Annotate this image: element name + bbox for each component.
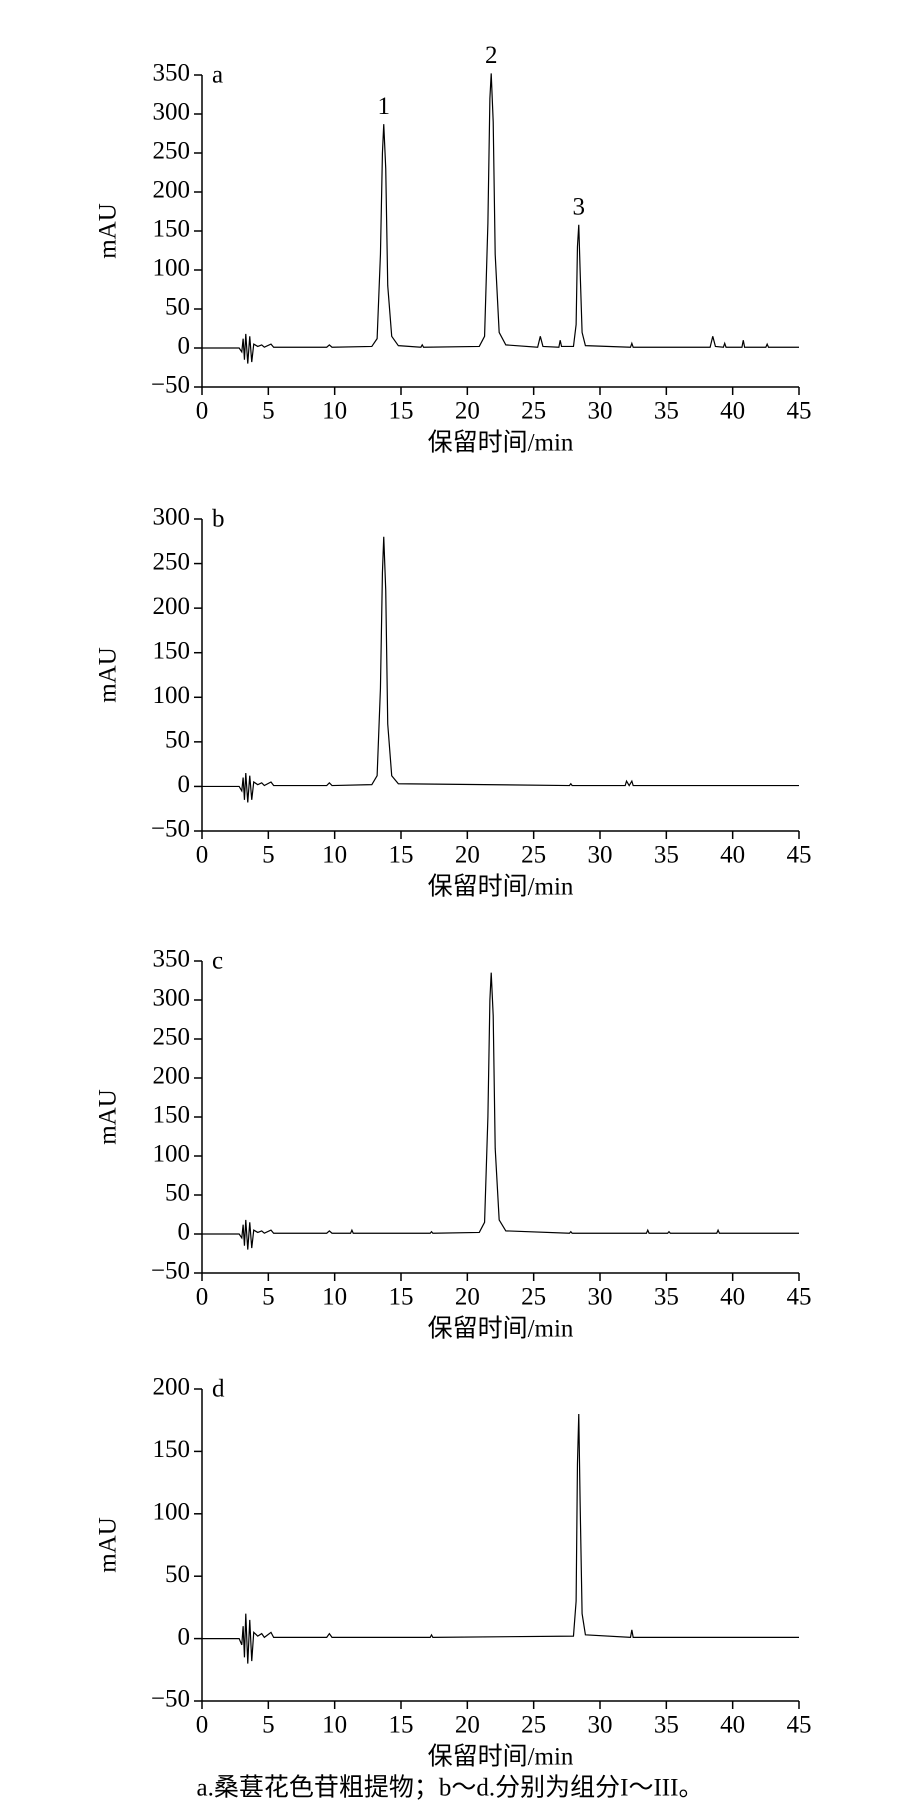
y-tick-label: 200: [153, 1063, 191, 1090]
y-tick-label: 50: [165, 727, 190, 754]
y-tick-label: 150: [153, 1436, 191, 1463]
panel-label: c: [212, 948, 223, 975]
x-tick-label: 25: [521, 1284, 546, 1311]
y-tick-label: 0: [178, 1219, 191, 1246]
y-tick-label: −50: [151, 1258, 190, 1285]
y-tick-label: 300: [153, 504, 191, 531]
chromatogram-line: [202, 1413, 799, 1664]
x-tick-label: 30: [588, 398, 613, 425]
y-tick-label: 0: [178, 333, 191, 360]
y-tick-label: 300: [153, 99, 191, 126]
peak-label: 2: [485, 42, 498, 69]
x-tick-label: 35: [654, 398, 679, 425]
x-tick-label: 35: [654, 842, 679, 869]
y-tick-label: 0: [178, 1623, 191, 1650]
y-tick-label: 100: [153, 1141, 191, 1168]
chromatogram-line: [202, 972, 799, 1250]
y-tick-label: 350: [153, 60, 191, 87]
x-tick-label: 0: [196, 1712, 209, 1739]
x-tick-label: 30: [588, 1712, 613, 1739]
y-tick-label: 350: [153, 946, 191, 973]
x-axis-label: 保留时间/min: [428, 429, 574, 457]
x-tick-label: 10: [322, 1712, 347, 1739]
x-axis-label: 保留时间/min: [428, 1315, 574, 1343]
x-tick-label: 15: [389, 1712, 414, 1739]
x-tick-label: 45: [787, 1284, 812, 1311]
y-tick-label: 200: [153, 177, 191, 204]
x-tick-label: 35: [654, 1284, 679, 1311]
x-tick-label: 10: [322, 398, 347, 425]
y-tick-label: 100: [153, 682, 191, 709]
y-tick-label: 200: [153, 1374, 191, 1401]
x-tick-label: 45: [787, 1712, 812, 1739]
y-tick-label: 100: [153, 255, 191, 282]
x-axis-label: 保留时间/min: [428, 873, 574, 901]
y-tick-label: −50: [151, 372, 190, 399]
x-tick-label: 40: [720, 398, 745, 425]
peak-label: 1: [378, 93, 391, 120]
y-tick-label: 0: [178, 771, 191, 798]
x-tick-label: 15: [389, 1284, 414, 1311]
x-tick-label: 25: [521, 1712, 546, 1739]
y-tick-label: 100: [153, 1499, 191, 1526]
y-tick-label: −50: [151, 816, 190, 843]
x-tick-label: 5: [262, 1712, 275, 1739]
y-axis-label: mAU: [95, 203, 122, 259]
y-tick-label: 150: [153, 216, 191, 243]
x-tick-label: 5: [262, 842, 275, 869]
x-tick-label: 35: [654, 1712, 679, 1739]
x-tick-label: 0: [196, 398, 209, 425]
x-tick-label: 10: [322, 1284, 347, 1311]
x-tick-label: 25: [521, 842, 546, 869]
x-tick-label: 40: [720, 842, 745, 869]
x-tick-label: 10: [322, 842, 347, 869]
x-tick-label: 30: [588, 1284, 613, 1311]
x-tick-label: 40: [720, 1712, 745, 1739]
y-axis-label: mAU: [95, 1517, 122, 1573]
chromatogram-line: [202, 73, 799, 364]
x-tick-label: 15: [389, 398, 414, 425]
y-tick-label: 200: [153, 593, 191, 620]
x-tick-label: 15: [389, 842, 414, 869]
x-tick-label: 25: [521, 398, 546, 425]
panel-label: d: [212, 1376, 225, 1403]
y-tick-label: 150: [153, 637, 191, 664]
y-tick-label: 150: [153, 1102, 191, 1129]
y-tick-label: 50: [165, 1561, 190, 1588]
x-tick-label: 0: [196, 842, 209, 869]
x-axis-label: 保留时间/min: [428, 1743, 574, 1771]
y-tick-label: 50: [165, 1180, 190, 1207]
x-tick-label: 20: [455, 1284, 480, 1311]
x-tick-label: 20: [455, 842, 480, 869]
x-tick-label: 20: [455, 398, 480, 425]
y-tick-label: −50: [151, 1686, 190, 1713]
x-tick-label: 45: [787, 842, 812, 869]
x-tick-label: 5: [262, 398, 275, 425]
x-tick-label: 45: [787, 398, 812, 425]
y-tick-label: 250: [153, 1024, 191, 1051]
panel-label: b: [212, 506, 225, 533]
y-tick-label: 300: [153, 985, 191, 1012]
x-tick-label: 30: [588, 842, 613, 869]
x-tick-label: 5: [262, 1284, 275, 1311]
y-tick-label: 250: [153, 548, 191, 575]
x-tick-label: 40: [720, 1284, 745, 1311]
panel-label: a: [212, 62, 223, 89]
y-axis-label: mAU: [95, 647, 122, 703]
y-axis-label: mAU: [95, 1089, 122, 1145]
caption: a.桑葚花色苷粗提物；b～d.分别为组分I～III。: [197, 1774, 704, 1802]
peak-label: 3: [573, 193, 586, 220]
chromatogram-line: [202, 536, 799, 803]
y-tick-label: 50: [165, 294, 190, 321]
x-tick-label: 20: [455, 1712, 480, 1739]
x-tick-label: 0: [196, 1284, 209, 1311]
y-tick-label: 250: [153, 138, 191, 165]
